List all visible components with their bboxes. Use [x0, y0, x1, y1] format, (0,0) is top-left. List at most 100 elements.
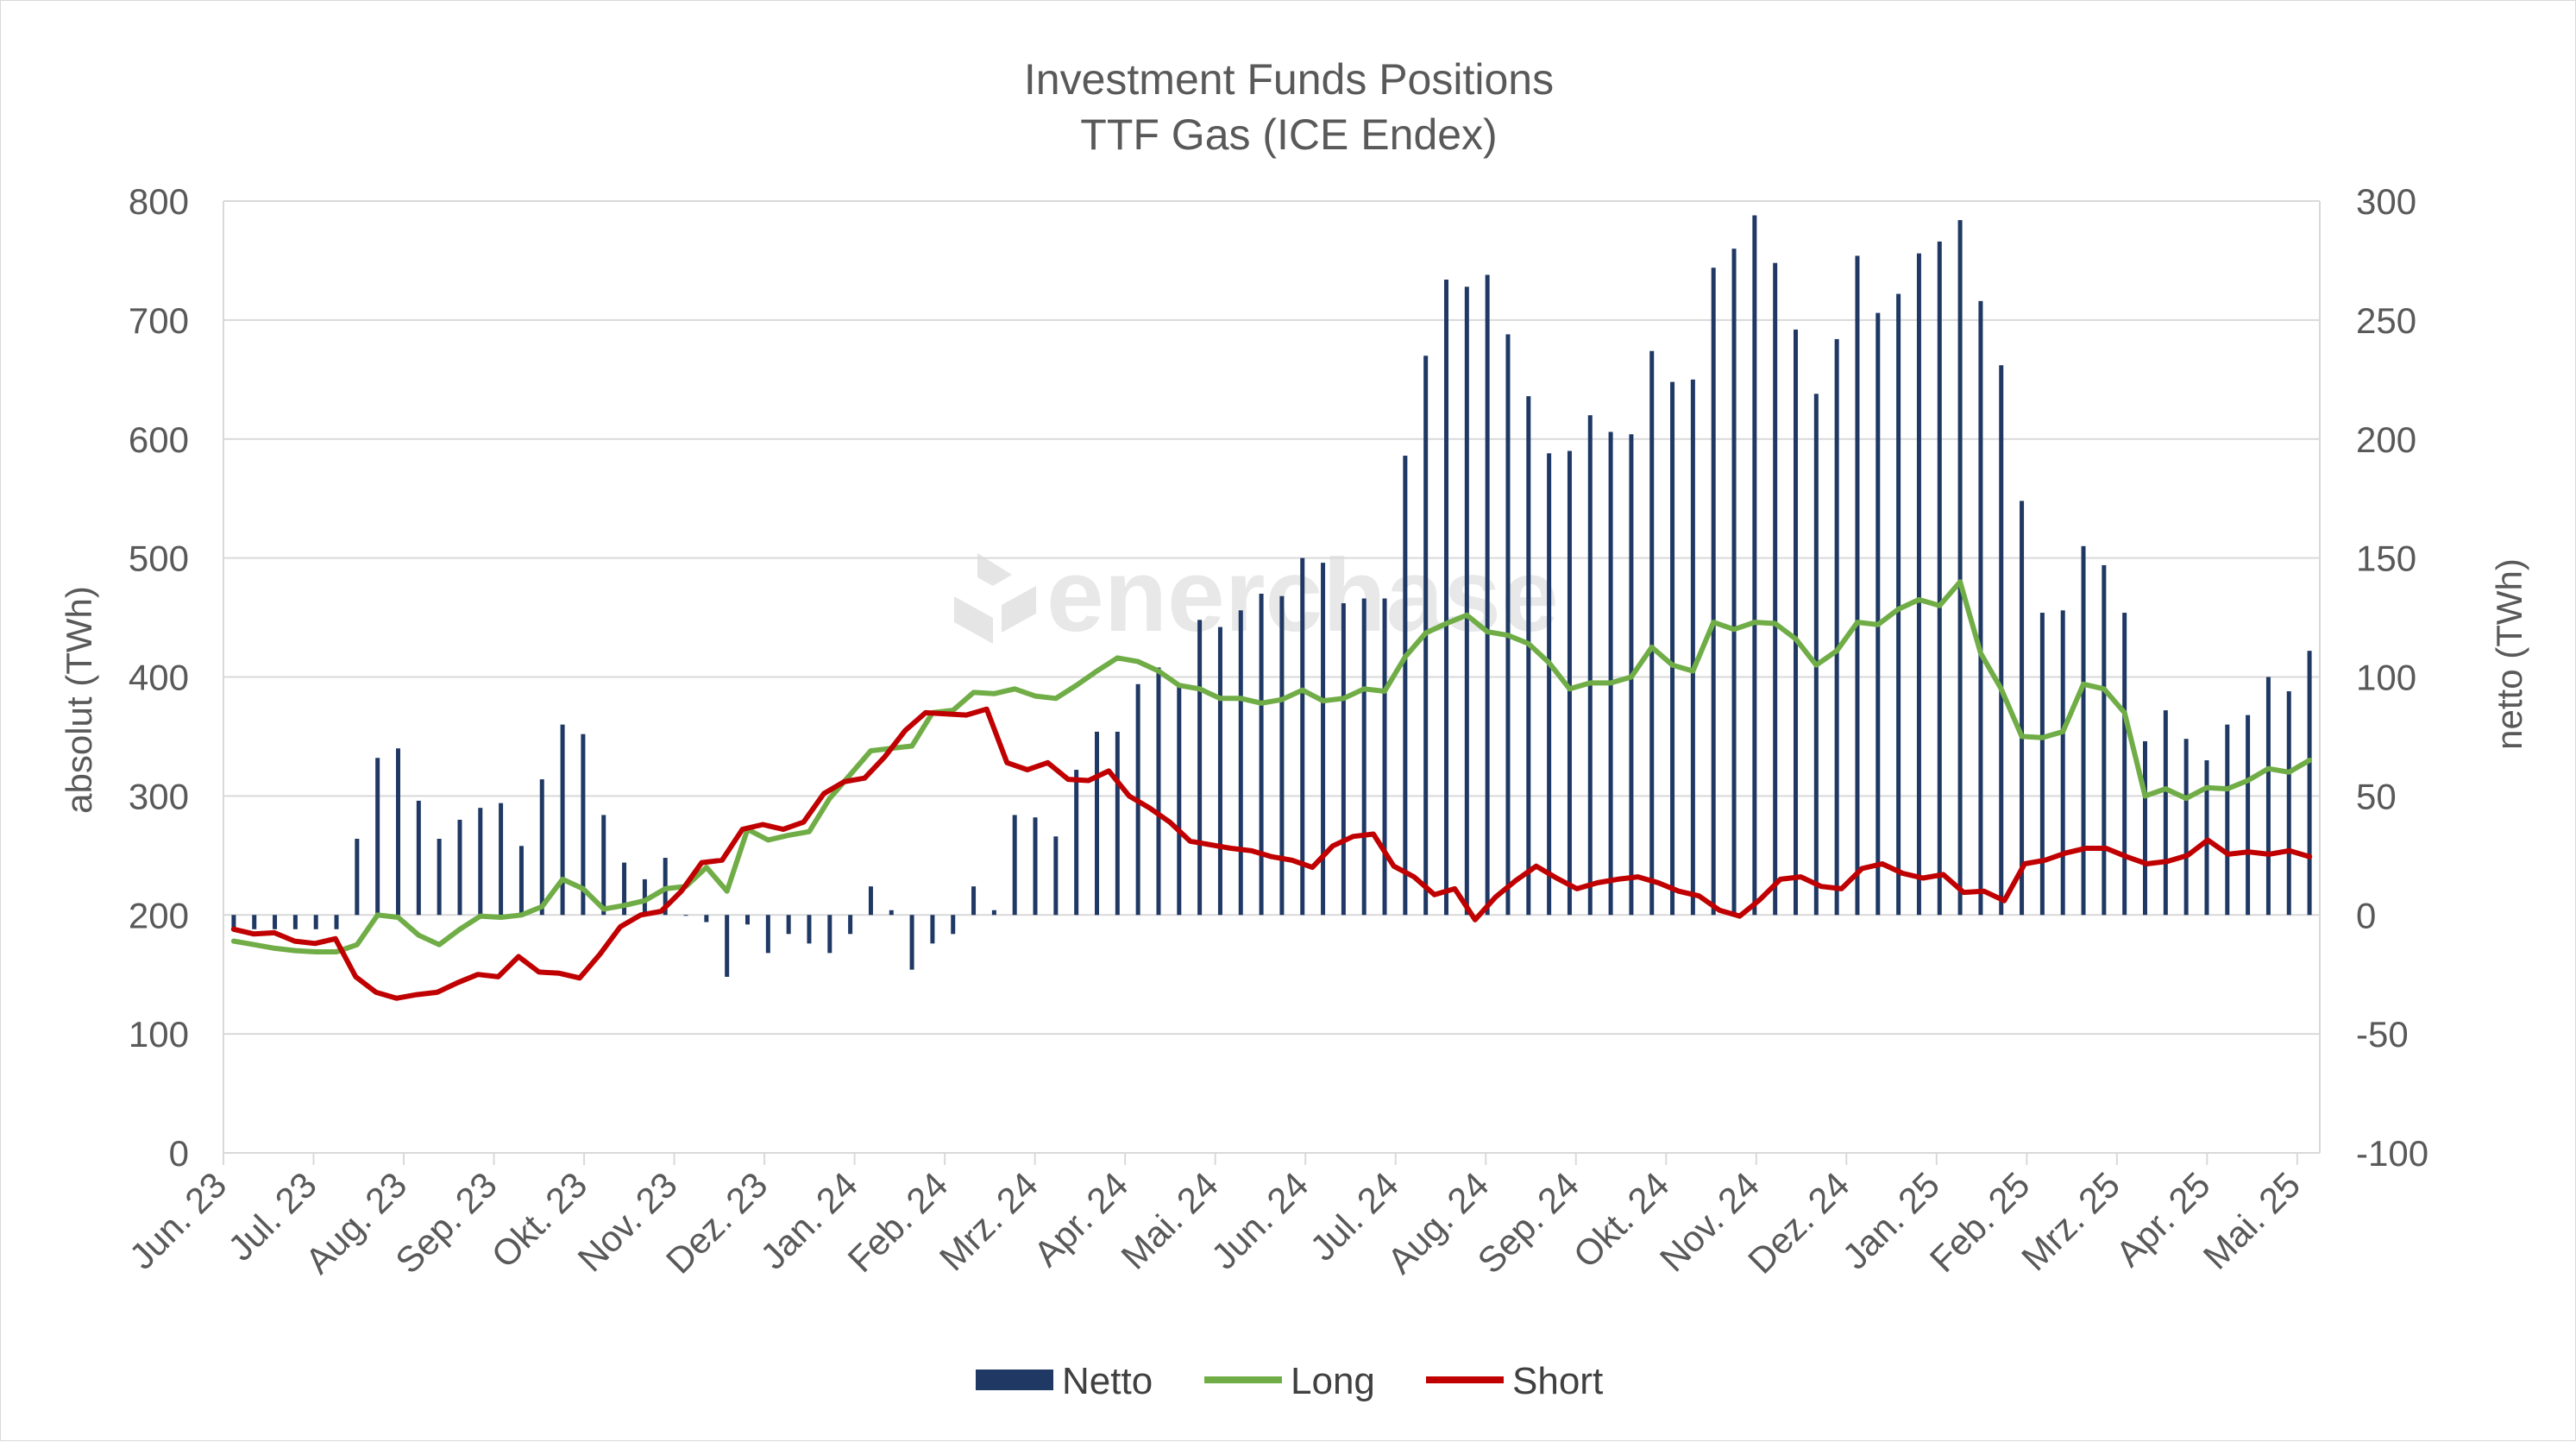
netto-bar	[1382, 598, 1387, 916]
netto-bar	[1464, 287, 1469, 916]
legend-label-netto: Netto	[1062, 1360, 1153, 1402]
netto-bar	[725, 915, 730, 977]
netto-bar	[991, 910, 996, 916]
x-tick-label: Dez. 23	[658, 1164, 776, 1281]
y-axis-left-title: absolut (TWh)	[59, 586, 99, 814]
netto-bar	[1259, 593, 1264, 916]
x-tick-label: Mrz. 24	[932, 1164, 1046, 1278]
netto-bar	[1279, 595, 1285, 916]
y-left-tick-label: 500	[129, 538, 189, 579]
netto-bar	[416, 800, 421, 916]
legend-label-long: Long	[1291, 1360, 1375, 1402]
netto-bar	[1403, 456, 1408, 916]
netto-bar	[1505, 334, 1511, 916]
x-tick-label: Jun. 24	[1203, 1164, 1316, 1277]
netto-bar	[2163, 710, 2168, 916]
series-lines	[230, 579, 2313, 1001]
netto-bar	[396, 748, 400, 916]
netto-bar	[1321, 563, 1326, 916]
netto-bar	[1999, 365, 2004, 916]
netto-bar	[1834, 338, 1839, 916]
netto-bar	[1177, 686, 1182, 916]
netto-bar	[1053, 836, 1059, 916]
x-tick-label: Apr. 24	[1026, 1164, 1135, 1274]
y-right-tick-label: 150	[2356, 538, 2416, 579]
netto-bar	[2143, 740, 2147, 916]
y-left-tick-label: 400	[129, 658, 189, 698]
netto-bar	[478, 808, 483, 916]
y-right-tick-label: -100	[2356, 1133, 2428, 1174]
netto-bar	[704, 915, 709, 923]
netto-bar	[1608, 431, 1613, 916]
netto-bar	[1731, 249, 1737, 916]
y-right-tick-label: 250	[2356, 300, 2416, 341]
x-tick-label: Mai. 25	[2196, 1164, 2309, 1277]
chart-subtitle: TTF Gas (ICE Endex)	[1080, 110, 1497, 159]
netto-bar	[889, 910, 894, 916]
netto-bar	[1115, 731, 1120, 916]
x-tick-label: Apr. 25	[2108, 1164, 2217, 1274]
y-right-tick-label: -50	[2356, 1014, 2409, 1055]
x-tick-label: Aug. 23	[298, 1164, 415, 1281]
netto-bar	[1033, 817, 1038, 916]
netto-bar	[745, 915, 750, 925]
x-tick-label: Jun. 23	[122, 1164, 235, 1277]
netto-bar	[539, 779, 544, 916]
x-tick-label: Dez. 24	[1740, 1164, 1857, 1281]
x-tick-label: Feb. 24	[840, 1164, 956, 1280]
short-line	[230, 706, 2313, 1001]
netto-bar	[2102, 564, 2107, 916]
netto-bar	[252, 915, 257, 929]
netto-bar	[1711, 268, 1716, 916]
netto-bar	[683, 915, 688, 916]
long-line	[230, 579, 2313, 954]
netto-bar	[1916, 253, 1921, 916]
netto-bar	[1217, 627, 1222, 916]
netto-bar	[581, 734, 586, 916]
netto-bar	[1875, 312, 1881, 916]
y-left-tick-label: 300	[129, 776, 189, 816]
netto-bar	[2122, 613, 2127, 916]
netto-bar	[1855, 255, 1860, 916]
y-right-tick-label: 100	[2356, 658, 2416, 698]
netto-bar	[518, 846, 524, 916]
netto-bar	[1690, 379, 1695, 916]
y-right-tick-label: 200	[2356, 419, 2416, 460]
y-left-tick-label: 0	[169, 1133, 189, 1174]
netto-bar	[807, 915, 812, 944]
netto-bar	[457, 819, 462, 916]
x-tick-label: Mai. 24	[1113, 1164, 1226, 1277]
netto-bar	[2286, 691, 2291, 916]
x-tick-label: Sep. 24	[1469, 1164, 1586, 1281]
netto-bar	[1485, 274, 1490, 916]
netto-bar	[909, 915, 914, 970]
netto-bar	[971, 886, 977, 916]
netto-bar	[1444, 279, 1448, 916]
netto-bar	[560, 724, 565, 916]
netto-bar	[2265, 677, 2271, 916]
netto-bar	[1341, 603, 1346, 916]
x-tick-label: Feb. 25	[1922, 1164, 2038, 1280]
netto-bar	[1012, 815, 1017, 916]
x-tick-label: Aug. 24	[1379, 1164, 1497, 1281]
netto-bar	[1794, 329, 1798, 916]
y-left-tick-label: 200	[129, 895, 189, 935]
netto-bar	[1957, 220, 1963, 916]
legend-swatch-netto	[976, 1370, 1053, 1390]
netto-bar	[355, 839, 360, 916]
netto-bar	[313, 915, 318, 929]
netto-bar	[1547, 453, 1552, 916]
netto-bar	[1587, 415, 1593, 916]
netto-bar	[786, 915, 791, 935]
netto-bar	[2204, 760, 2209, 916]
y-left-tick-label: 800	[129, 181, 189, 222]
netto-bar	[2060, 610, 2065, 916]
netto-bar	[2225, 724, 2230, 916]
netto-bar	[848, 915, 853, 935]
netto-bar	[2246, 715, 2251, 916]
netto-bar	[601, 815, 606, 916]
y-right-tick-label: 0	[2356, 895, 2376, 935]
netto-bar	[2020, 501, 2025, 916]
